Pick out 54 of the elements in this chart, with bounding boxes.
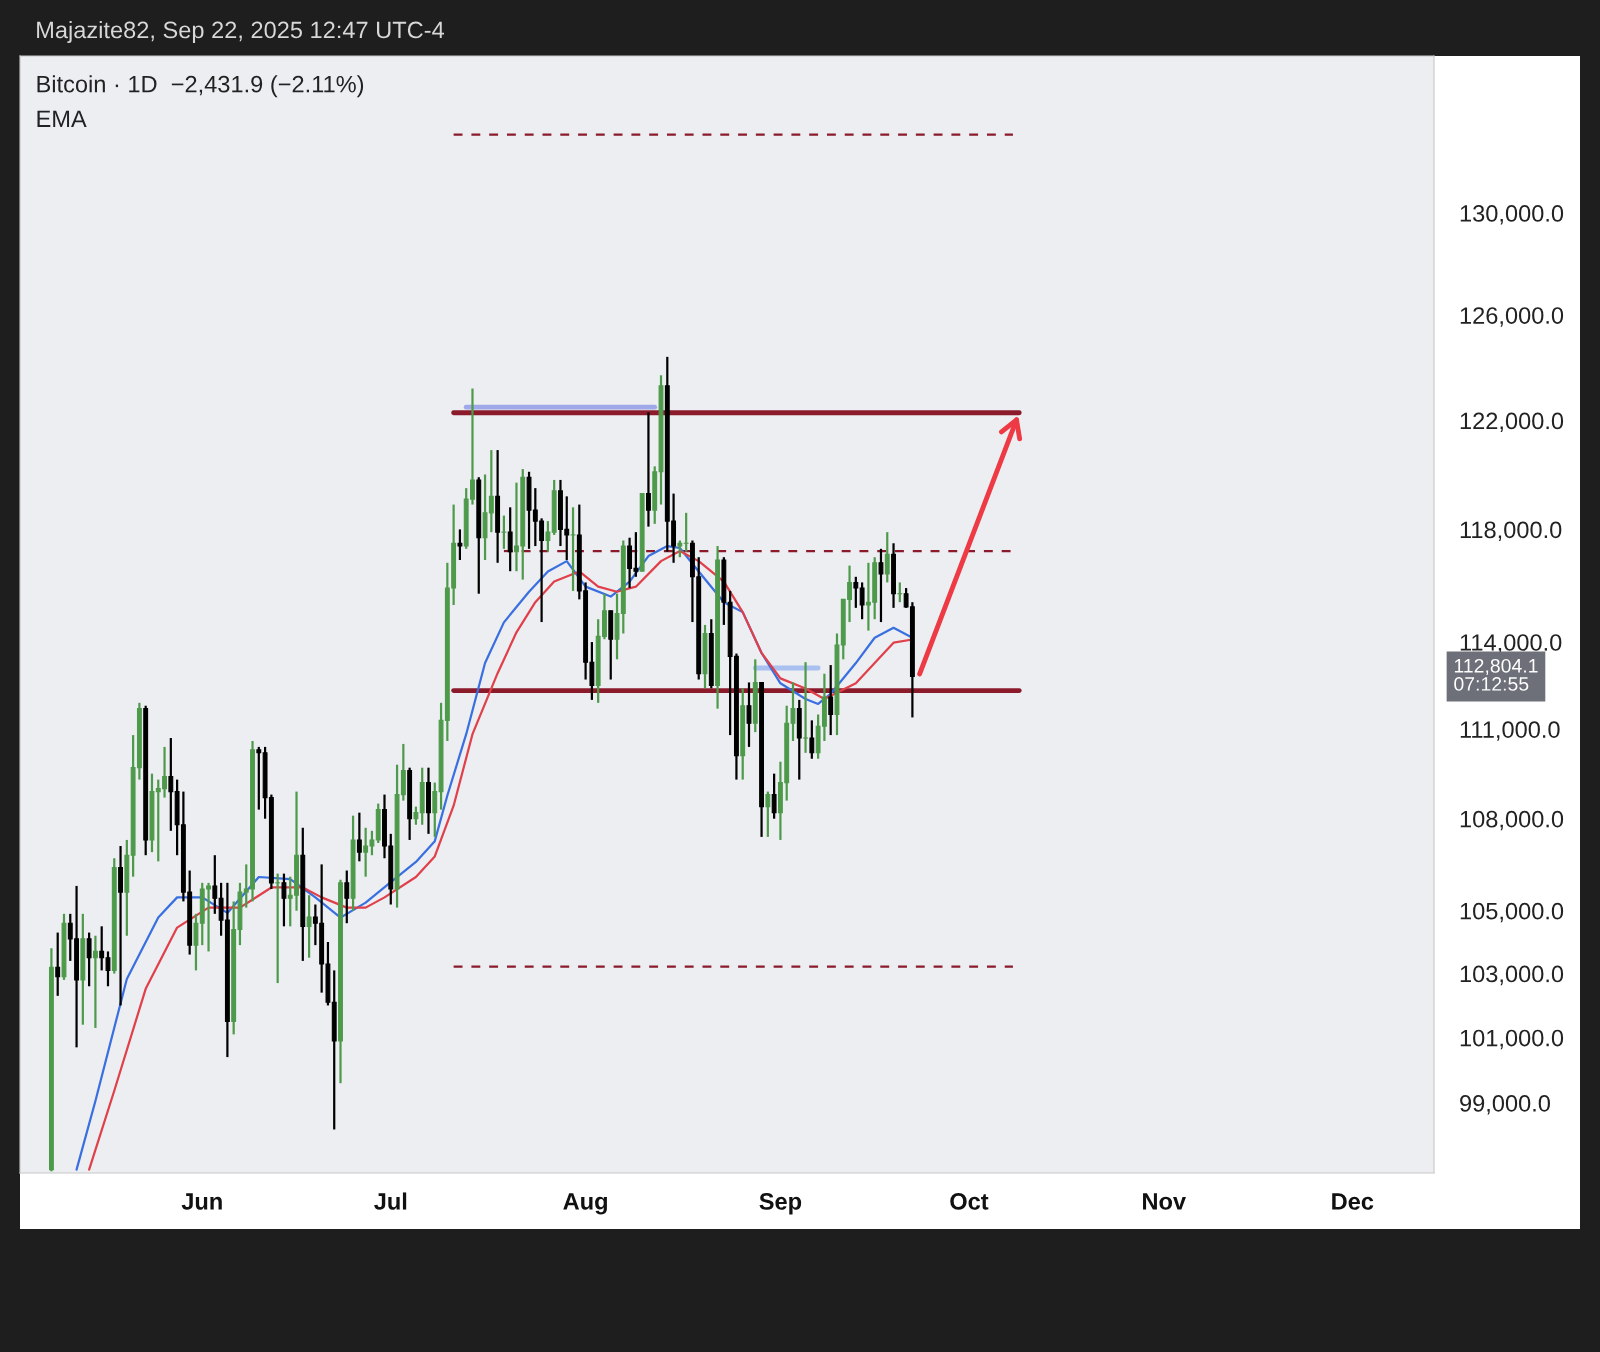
candlestick bbox=[853, 575, 859, 609]
y-tick-label: 105,000.0 bbox=[1460, 902, 1564, 923]
candlestick bbox=[356, 811, 362, 863]
text: EMA bbox=[37, 110, 87, 127]
x-tick-label: Dec bbox=[1332, 1193, 1374, 1210]
x-tick-label: Aug bbox=[563, 1193, 607, 1215]
y-tick-label: 118,000.0 bbox=[1460, 521, 1562, 541]
candlestick bbox=[92, 934, 98, 1030]
candlestick bbox=[275, 872, 281, 985]
y-tick-label: 126,000.0 bbox=[1460, 307, 1564, 327]
candlestick bbox=[432, 781, 438, 839]
text: 112,804.1 07:12:55 bbox=[1454, 658, 1538, 691]
candlestick bbox=[256, 745, 262, 811]
x-tick-label: Oct bbox=[950, 1193, 989, 1210]
y-tick-label: 101,000.0 bbox=[1460, 1029, 1564, 1050]
candlestick bbox=[344, 869, 350, 925]
candlestick bbox=[809, 719, 815, 760]
candlestick bbox=[884, 531, 890, 584]
x-tick-label: Sep bbox=[759, 1193, 802, 1215]
candlestick bbox=[507, 506, 513, 573]
candlestick bbox=[457, 528, 463, 562]
candlestick bbox=[86, 931, 92, 988]
candlestick bbox=[413, 805, 419, 826]
x-tick-label: Jul bbox=[374, 1192, 407, 1210]
candlestick bbox=[281, 872, 287, 928]
candlestick bbox=[193, 912, 199, 972]
y-tick-label: 130,000.0 bbox=[1460, 205, 1564, 225]
candlestick bbox=[168, 736, 174, 832]
candlestick bbox=[746, 681, 752, 748]
y-tick-label: 122,000.0 bbox=[1460, 412, 1564, 433]
candlestick bbox=[859, 581, 865, 621]
x-tick-label: Jun bbox=[181, 1193, 222, 1210]
y-tick-label: 103,000.0 bbox=[1460, 965, 1564, 986]
text: Majazite82, Sep 22, 2025 12:47 UTC-4 bbox=[37, 21, 445, 43]
candlestick bbox=[306, 894, 312, 959]
text: Bitcoin · 1D −2,431.9 (−2.11%) bbox=[37, 75, 364, 98]
x-tick-label: Nov bbox=[1143, 1193, 1186, 1210]
candlestick bbox=[646, 411, 651, 528]
candlestick bbox=[803, 661, 808, 754]
candlestick bbox=[501, 514, 507, 550]
candlestick bbox=[897, 581, 903, 604]
y-tick-label: 111,000.0 bbox=[1460, 721, 1560, 741]
candlestick bbox=[771, 772, 777, 820]
candlestick bbox=[570, 506, 576, 592]
candlestick bbox=[765, 790, 771, 839]
candlestick bbox=[828, 663, 834, 737]
y-tick-label: 114,000.0 bbox=[1460, 634, 1562, 654]
candlestick bbox=[683, 511, 689, 553]
candlestick bbox=[878, 547, 884, 624]
y-tick-label: 99,000.0 bbox=[1460, 1095, 1550, 1115]
candlestick bbox=[212, 854, 218, 915]
candlestick bbox=[545, 519, 551, 553]
candlestick bbox=[55, 931, 61, 997]
y-tick-label: 108,000.0 bbox=[1460, 810, 1564, 831]
